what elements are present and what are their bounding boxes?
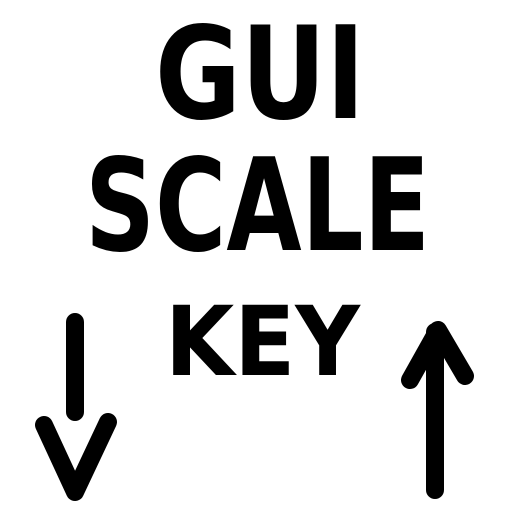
arrow-up	[401, 321, 474, 499]
word-key: KEY	[165, 286, 361, 398]
word-scale: SCALE	[85, 132, 430, 281]
word-gui: GUI	[155, 0, 365, 149]
arrow-down	[35, 313, 117, 501]
